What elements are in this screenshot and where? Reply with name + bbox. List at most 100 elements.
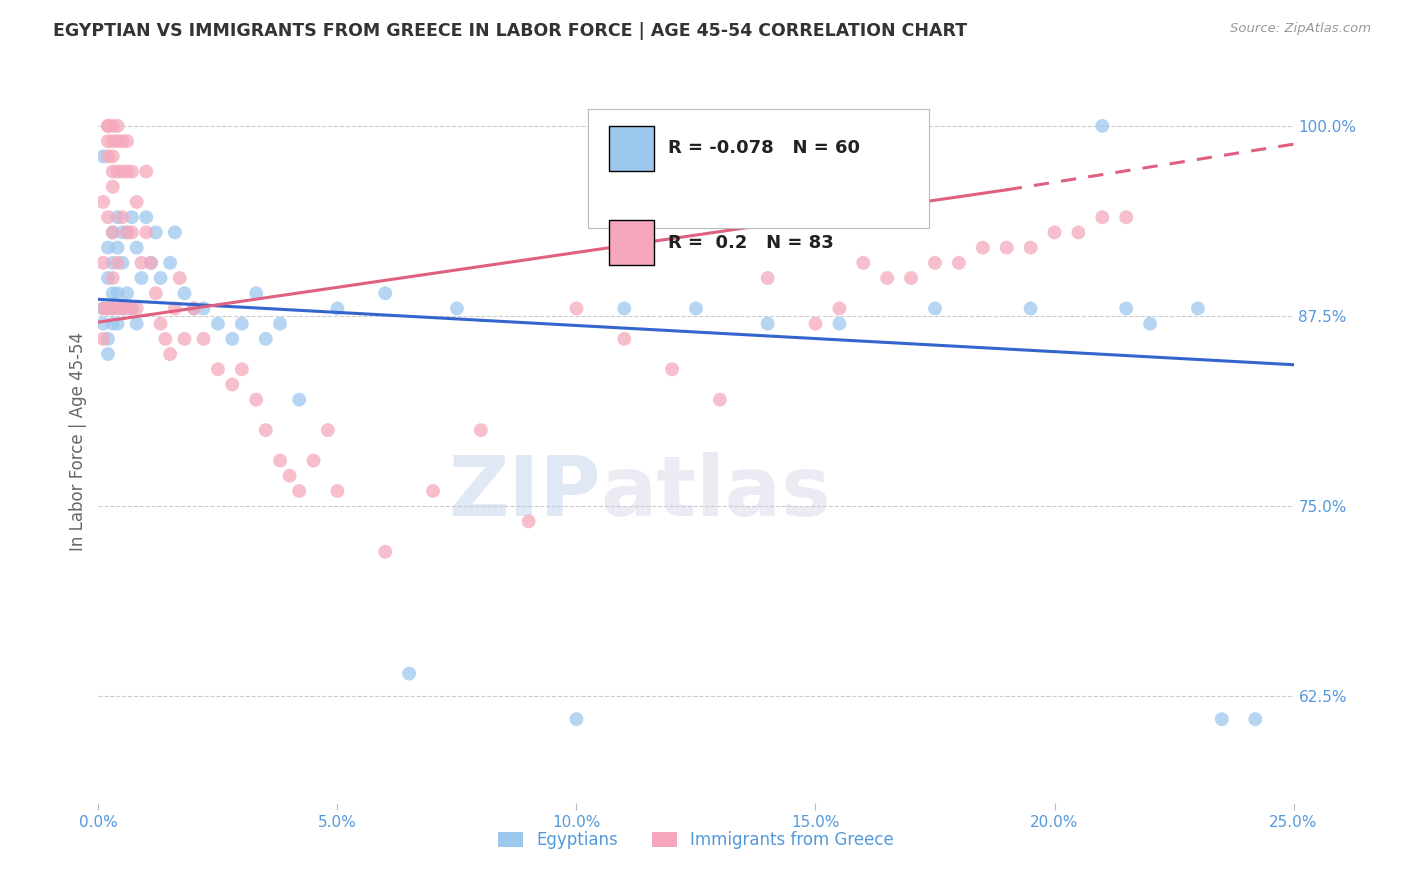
Point xyxy=(173,286,195,301)
Point xyxy=(149,317,172,331)
Text: ZIP: ZIP xyxy=(449,451,600,533)
Point xyxy=(207,317,229,331)
Point xyxy=(111,134,134,148)
Point xyxy=(101,256,124,270)
Point xyxy=(288,483,311,498)
Point xyxy=(756,271,779,285)
FancyBboxPatch shape xyxy=(609,220,654,265)
Point xyxy=(97,301,120,316)
Point xyxy=(948,256,970,270)
Point xyxy=(517,515,540,529)
Point xyxy=(1019,301,1042,316)
Point xyxy=(756,317,779,331)
Point xyxy=(828,301,851,316)
Point xyxy=(115,164,138,178)
Point xyxy=(661,362,683,376)
Point xyxy=(326,483,349,498)
Point xyxy=(115,301,138,316)
Point xyxy=(231,317,253,331)
Legend: Egyptians, Immigrants from Greece: Egyptians, Immigrants from Greece xyxy=(492,824,900,856)
Point xyxy=(804,317,827,331)
Point xyxy=(97,332,120,346)
Point xyxy=(107,317,129,331)
Point xyxy=(125,301,148,316)
Point xyxy=(565,712,588,726)
Point xyxy=(91,317,114,331)
Point xyxy=(107,301,129,316)
Point xyxy=(97,210,120,224)
Point xyxy=(876,271,898,285)
Point xyxy=(121,164,143,178)
Point xyxy=(145,286,167,301)
Point xyxy=(111,226,134,240)
Point xyxy=(97,301,120,316)
FancyBboxPatch shape xyxy=(589,109,929,228)
Point xyxy=(115,286,138,301)
Point xyxy=(107,241,129,255)
Point xyxy=(1115,301,1137,316)
Point xyxy=(97,347,120,361)
Point xyxy=(91,332,114,346)
Point xyxy=(111,301,134,316)
Point xyxy=(111,164,134,178)
Point xyxy=(107,164,129,178)
Point xyxy=(1244,712,1267,726)
Point xyxy=(101,164,124,178)
Point xyxy=(193,332,215,346)
Point xyxy=(278,468,301,483)
Point xyxy=(374,286,396,301)
Point xyxy=(613,301,636,316)
Point xyxy=(163,301,186,316)
Point xyxy=(115,134,138,148)
Point xyxy=(221,332,243,346)
Point xyxy=(155,332,177,346)
Point xyxy=(231,362,253,376)
Point xyxy=(115,226,138,240)
Point xyxy=(107,256,129,270)
Point xyxy=(107,134,129,148)
Point xyxy=(121,301,143,316)
Point xyxy=(183,301,205,316)
Point xyxy=(115,226,138,240)
Point xyxy=(828,317,851,331)
Text: atlas: atlas xyxy=(600,451,831,533)
Point xyxy=(107,210,129,224)
Point xyxy=(121,210,143,224)
Point xyxy=(288,392,311,407)
Point xyxy=(159,256,181,270)
Text: R = -0.078   N = 60: R = -0.078 N = 60 xyxy=(668,139,860,157)
Point xyxy=(1019,241,1042,255)
Point xyxy=(1091,210,1114,224)
Point xyxy=(613,332,636,346)
Point xyxy=(1187,301,1209,316)
Point xyxy=(1211,712,1233,726)
Point xyxy=(101,317,124,331)
Point xyxy=(1067,226,1090,240)
Point xyxy=(145,226,167,240)
Point xyxy=(149,271,172,285)
Point xyxy=(135,226,157,240)
Point xyxy=(269,453,291,467)
Point xyxy=(101,226,124,240)
Point xyxy=(101,119,124,133)
Point xyxy=(852,256,875,270)
Point xyxy=(97,149,120,163)
Text: R =  0.2   N = 83: R = 0.2 N = 83 xyxy=(668,234,834,252)
Point xyxy=(972,241,994,255)
Point xyxy=(97,134,120,148)
Point xyxy=(565,301,588,316)
Point xyxy=(245,286,267,301)
Text: Source: ZipAtlas.com: Source: ZipAtlas.com xyxy=(1230,22,1371,36)
Point xyxy=(924,256,946,270)
Point xyxy=(101,134,124,148)
Point xyxy=(159,347,181,361)
Point xyxy=(131,271,153,285)
Point xyxy=(91,301,114,316)
Point xyxy=(326,301,349,316)
Point xyxy=(1091,119,1114,133)
FancyBboxPatch shape xyxy=(609,126,654,170)
Point xyxy=(125,241,148,255)
Point xyxy=(121,226,143,240)
Point xyxy=(193,301,215,316)
Point xyxy=(101,149,124,163)
